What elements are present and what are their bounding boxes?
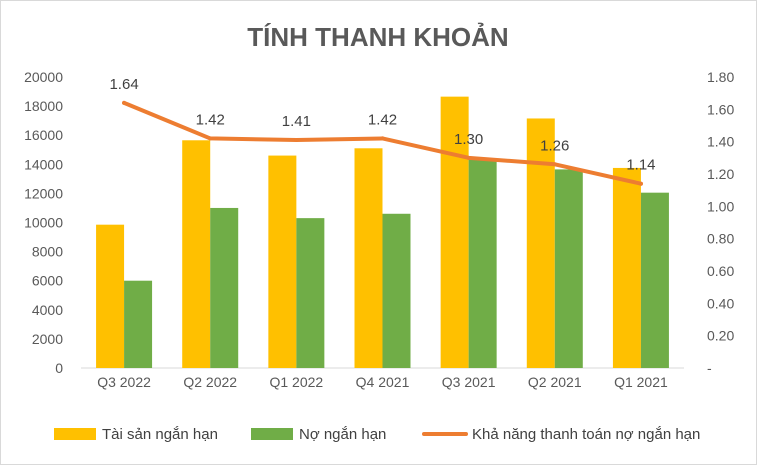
bar-no-ngan-han [382, 213, 411, 368]
bars [96, 96, 669, 368]
right-tick-label: 0.60 [707, 263, 734, 279]
ratio-data-label: 1.42 [368, 111, 397, 128]
x-axis: Q3 2022 Q2 2022 Q1 2022 Q4 2021 Q3 2021 Q2 20… [97, 374, 668, 390]
bar-no-ngan-han [296, 218, 325, 368]
ratio-data-label: 1.14 [626, 157, 655, 174]
ratio-point [380, 136, 385, 141]
right-tick-label: 1.20 [707, 166, 734, 182]
chart-title: TÍNH THANH KHOẢN [247, 22, 508, 52]
bar-no-ngan-han [210, 207, 239, 368]
right-tick-label: 1.00 [707, 198, 734, 214]
ratio-data-label: 1.42 [196, 111, 225, 128]
ratio-data-label: 1.41 [282, 113, 311, 130]
right-tick-label: 0.20 [707, 328, 734, 344]
legend-label: Nợ ngắn hạn [299, 426, 386, 443]
left-tick-label: 14000 [24, 156, 63, 172]
x-tick-label: Q1 2021 [614, 374, 668, 390]
right-tick-label: 0.40 [707, 295, 734, 311]
right-tick-label: - [707, 360, 712, 376]
legend-label: Khả năng thanh toán nợ ngắn hạn [472, 426, 700, 443]
ratio-point [466, 155, 471, 160]
bar-tai-san-ngan-han [440, 96, 469, 368]
bar-tai-san-ngan-han [268, 155, 297, 368]
ratio-point [294, 138, 299, 143]
right-tick-label: 1.80 [707, 69, 734, 85]
bar-tai-san-ngan-han [612, 167, 641, 368]
ratio-data-labels: 1.64 1.42 1.41 1.42 1.30 1.26 1.14 [109, 76, 655, 174]
bar-no-ngan-han [124, 280, 153, 368]
bar-no-ngan-han [468, 159, 497, 368]
ratio-data-label: 1.30 [454, 131, 483, 148]
ratio-point [638, 181, 643, 186]
ratio-line [122, 100, 643, 186]
bar-no-ngan-han [554, 169, 583, 368]
bar-no-ngan-han [640, 192, 669, 368]
bar-tai-san-ngan-han [526, 118, 555, 368]
bar-tai-san-ngan-han [354, 148, 383, 368]
right-tick-label: 0.80 [707, 231, 734, 247]
ratio-point [208, 136, 213, 141]
right-axis: - 0.20 0.40 0.60 0.80 1.00 1.20 1.40 1.60 1.80 [707, 69, 734, 376]
left-tick-label: 6000 [32, 273, 63, 289]
x-tick-label: Q2 2021 [528, 374, 582, 390]
x-tick-label: Q2 2022 [183, 374, 237, 390]
bar-tai-san-ngan-han [96, 224, 125, 368]
left-tick-label: 16000 [24, 127, 63, 143]
ratio-point [122, 100, 127, 105]
left-tick-label: 10000 [24, 215, 63, 231]
left-tick-label: 2000 [32, 331, 63, 347]
left-tick-label: 8000 [32, 244, 63, 260]
left-tick-label: 4000 [32, 302, 63, 318]
x-tick-label: Q1 2022 [269, 374, 323, 390]
x-tick-label: Q3 2022 [97, 374, 151, 390]
left-tick-label: 18000 [24, 98, 63, 114]
ratio-data-label: 1.26 [540, 137, 569, 154]
legend-swatch [251, 428, 293, 440]
ratio-point [552, 162, 557, 167]
left-tick-label: 12000 [24, 185, 63, 201]
ratio-data-label: 1.64 [109, 76, 138, 93]
right-tick-label: 1.40 [707, 134, 734, 150]
right-tick-label: 1.60 [707, 101, 734, 117]
x-tick-label: Q4 2021 [356, 374, 410, 390]
bar-tai-san-ngan-han [182, 140, 211, 368]
left-tick-label: 0 [55, 360, 63, 376]
left-tick-label: 20000 [24, 69, 63, 85]
x-tick-label: Q3 2021 [442, 374, 496, 390]
legend-label: Tài sản ngắn hạn [102, 426, 218, 443]
left-axis: 0 2000 4000 6000 8000 10000 12000 14000 16000 180… [24, 69, 63, 376]
legend-swatch [54, 428, 96, 440]
legend: Tài sản ngắn hạn Nợ ngắn hạn Khả năng than… [54, 426, 700, 443]
